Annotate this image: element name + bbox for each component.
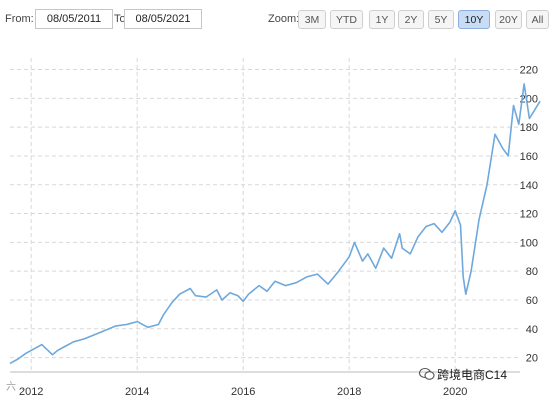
- price-series-line: [9, 83, 541, 365]
- zoom-ytd-button[interactable]: YTD: [330, 10, 363, 29]
- y-tick-label: 200: [520, 93, 538, 105]
- zoom-3m-button[interactable]: 3M: [298, 10, 326, 29]
- x-tick-label: 2020: [443, 386, 467, 398]
- y-tick-label: 140: [520, 180, 538, 192]
- y-tick-label: 20: [526, 353, 538, 365]
- wechat-icon: [419, 367, 435, 380]
- y-tick-label: 220: [520, 65, 538, 77]
- y-tick-label: 60: [526, 295, 538, 307]
- y-tick-label: 180: [520, 122, 538, 134]
- x-tick-label: 2016: [231, 386, 255, 398]
- range-selector: From: 08/05/2011 To: 08/05/2021 Zoom: 3M…: [0, 0, 554, 38]
- zoom-20y-button[interactable]: 20Y: [495, 10, 522, 29]
- x-tick-label: 2012: [19, 386, 43, 398]
- watermark-left: 六 ...: [6, 382, 28, 393]
- zoom-2y-button[interactable]: 2Y: [398, 10, 424, 29]
- y-tick-label: 120: [520, 209, 538, 221]
- y-tick-label: 100: [520, 237, 538, 249]
- zoom-10y-button[interactable]: 10Y: [458, 10, 490, 29]
- from-date-input[interactable]: 08/05/2011: [35, 9, 113, 29]
- from-label: From:: [5, 13, 34, 25]
- zoom-all-button[interactable]: All: [526, 10, 549, 29]
- x-tick-label: 2014: [125, 386, 149, 398]
- zoom-1y-button[interactable]: 1Y: [369, 10, 395, 29]
- zoom-5y-button[interactable]: 5Y: [428, 10, 454, 29]
- y-tick-label: 40: [526, 324, 538, 336]
- y-tick-label: 160: [520, 151, 538, 163]
- y-tick-label: 80: [526, 266, 538, 278]
- to-date-input[interactable]: 08/05/2021: [124, 9, 202, 29]
- watermark-text: 跨境电商C14: [437, 368, 508, 382]
- x-tick-label: 2018: [337, 386, 361, 398]
- zoom-label: Zoom:: [268, 13, 300, 25]
